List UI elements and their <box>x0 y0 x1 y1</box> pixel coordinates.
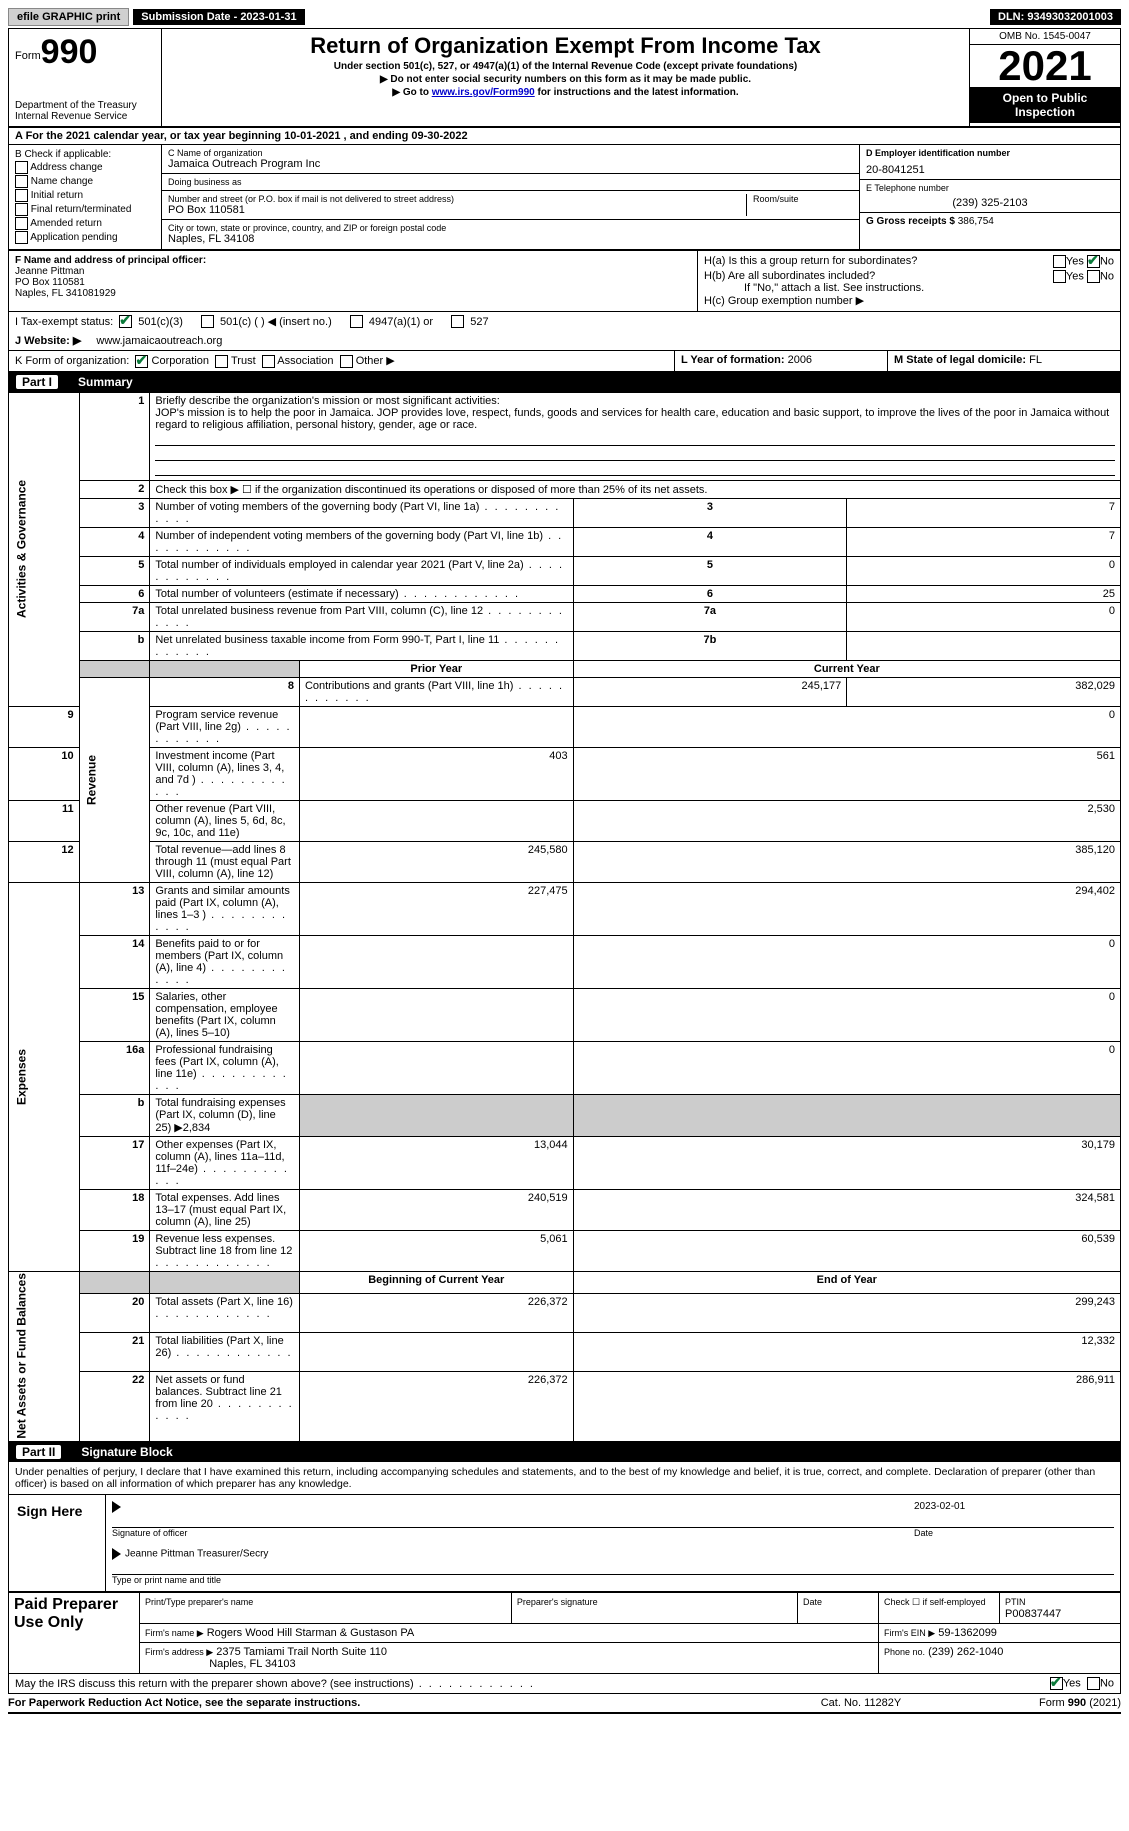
ssn-note: ▶ Do not enter social security numbers o… <box>168 74 963 85</box>
row-j-website: J Website: ▶ www.jamaicaoutreach.org <box>8 331 1121 351</box>
check-527[interactable] <box>451 315 464 328</box>
website-url[interactable]: www.jamaicaoutreach.org <box>96 335 222 347</box>
signature-block: Under penalties of perjury, I declare th… <box>8 1462 1121 1592</box>
city-cell: City or town, state or province, country… <box>162 220 859 248</box>
instructions-link-row: ▶ Go to www.irs.gov/Form990 for instruct… <box>168 87 963 98</box>
check-other[interactable] <box>340 355 353 368</box>
col-b-checkboxes: B Check if applicable: Address change Na… <box>9 145 162 249</box>
check-irs-yes[interactable] <box>1050 1677 1063 1690</box>
phone-cell: E Telephone number (239) 325-2103 <box>860 180 1120 213</box>
dln-number: DLN: 93493032001003 <box>990 9 1121 25</box>
check-irs-no[interactable] <box>1087 1677 1100 1690</box>
form-header: Form990 Department of the Treasury Inter… <box>8 28 1121 128</box>
page-footer: For Paperwork Reduction Act Notice, see … <box>8 1694 1121 1714</box>
street-cell: Number and street (or P.O. box if mail i… <box>162 191 859 220</box>
summary-table: Activities & Governance 1 Briefly descri… <box>8 392 1121 1443</box>
entity-info-grid: B Check if applicable: Address change Na… <box>8 145 1121 251</box>
firm-name: Rogers Wood Hill Starman & Gustason PA <box>207 1627 414 1639</box>
officer-addr1: PO Box 110581 <box>15 277 691 288</box>
arrow-icon <box>112 1548 121 1560</box>
row-i-tax-status: I Tax-exempt status: 501(c)(3) 501(c) ( … <box>8 312 1121 331</box>
hb-subordinates: H(b) Are all subordinates included? Yes … <box>704 270 1114 282</box>
paid-preparer-table: Paid Preparer Use Only Print/Type prepar… <box>8 1592 1121 1674</box>
officer-name-title: Jeanne Pittman Treasurer/Secry <box>125 1549 268 1560</box>
side-net-assets: Net Assets or Fund Balances <box>9 1271 80 1442</box>
part2-header: Part II Signature Block <box>8 1442 1121 1462</box>
open-inspection: Open to Public Inspection <box>970 87 1120 123</box>
dept-treasury: Department of the Treasury Internal Reve… <box>15 100 155 122</box>
check-501c3[interactable] <box>119 315 132 328</box>
check-address-change[interactable]: Address change <box>15 161 155 174</box>
check-corp[interactable] <box>135 355 148 368</box>
hc-exemption: H(c) Group exemption number ▶ <box>704 294 1114 307</box>
side-activities: Activities & Governance <box>9 392 80 706</box>
check-amended[interactable]: Amended return <box>15 217 155 230</box>
officer-addr2: Naples, FL 341081929 <box>15 288 691 299</box>
irs-link[interactable]: www.irs.gov/Form990 <box>432 87 535 98</box>
arrow-icon <box>112 1501 121 1513</box>
check-501c[interactable] <box>201 315 214 328</box>
row-a-tax-year: A For the 2021 calendar year, or tax yea… <box>8 128 1121 145</box>
check-initial-return[interactable]: Initial return <box>15 189 155 202</box>
check-app-pending[interactable]: Application pending <box>15 231 155 244</box>
sign-here-label: Sign Here <box>9 1495 106 1591</box>
submission-date: Submission Date - 2023-01-31 <box>133 9 304 25</box>
perjury-declaration: Under penalties of perjury, I declare th… <box>9 1462 1120 1494</box>
tax-year: 2021 <box>970 45 1120 87</box>
part1-header: Part I Summary <box>8 372 1121 392</box>
check-assoc[interactable] <box>262 355 275 368</box>
firm-addr: 2375 Tamiami Trail North Suite 110 <box>216 1646 387 1658</box>
row-k-form-org: K Form of organization: Corporation Trus… <box>8 351 1121 372</box>
side-expenses: Expenses <box>9 882 80 1271</box>
form-title: Return of Organization Exempt From Incom… <box>168 33 963 59</box>
form-subtitle: Under section 501(c), 527, or 4947(a)(1)… <box>168 61 963 72</box>
form-number: Form990 <box>15 33 155 72</box>
mission-text: JOP's mission is to help the poor in Jam… <box>155 407 1109 431</box>
check-name-change[interactable]: Name change <box>15 175 155 188</box>
gross-receipts-cell: G Gross receipts $ 386,754 <box>860 213 1120 230</box>
ein-cell: D Employer identification number 20-8041… <box>860 145 1120 180</box>
ha-group-return: H(a) Is this a group return for subordin… <box>704 255 1114 267</box>
side-revenue: Revenue <box>79 677 150 882</box>
check-trust[interactable] <box>215 355 228 368</box>
top-bar: efile GRAPHIC print Submission Date - 20… <box>8 8 1121 26</box>
paid-preparer-label: Paid Preparer Use Only <box>9 1593 140 1674</box>
officer-group-section: F Name and address of principal officer:… <box>8 251 1121 312</box>
hb-note: If "No," attach a list. See instructions… <box>744 282 1114 294</box>
dba-cell: Doing business as <box>162 174 859 191</box>
check-4947[interactable] <box>350 315 363 328</box>
may-irs-discuss: May the IRS discuss this return with the… <box>8 1674 1121 1694</box>
check-final-return[interactable]: Final return/terminated <box>15 203 155 216</box>
sig-date: 2023-02-01 <box>914 1501 1114 1513</box>
efile-print-button[interactable]: efile GRAPHIC print <box>8 8 129 26</box>
officer-name: Jeanne Pittman <box>15 266 691 277</box>
org-name-cell: C Name of organization Jamaica Outreach … <box>162 145 859 174</box>
